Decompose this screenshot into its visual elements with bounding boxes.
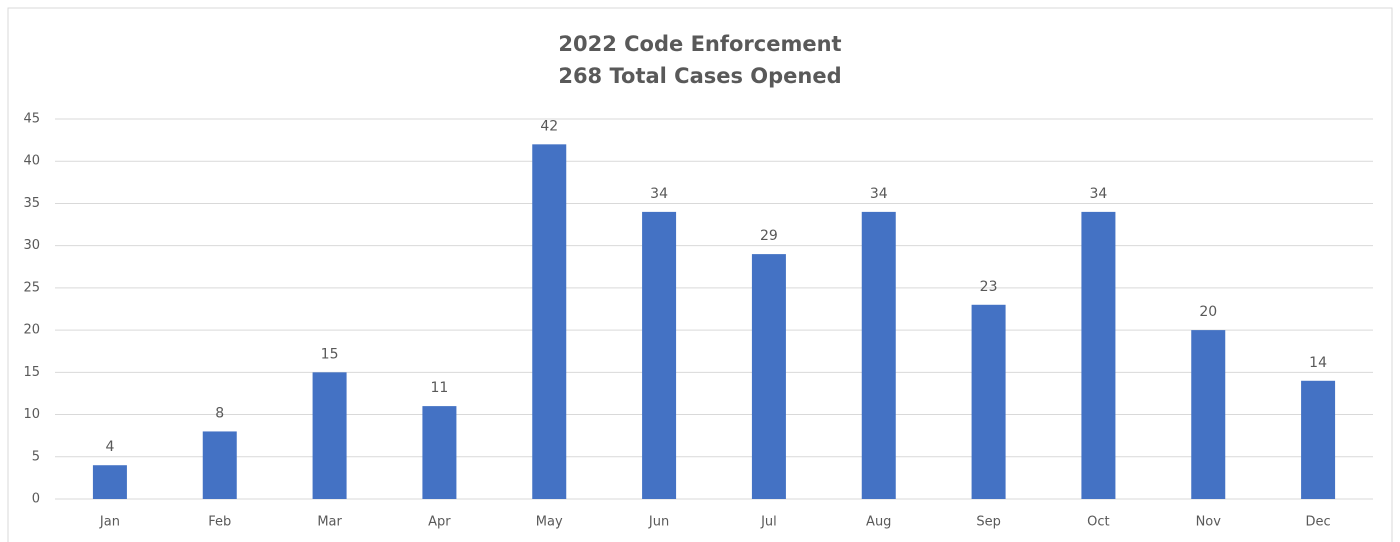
y-tick-label: 10 <box>23 407 40 422</box>
bar <box>202 431 237 499</box>
y-tick-label: 15 <box>23 365 40 380</box>
bar <box>751 254 786 499</box>
bar <box>1191 330 1226 499</box>
bar <box>1081 211 1116 499</box>
data-label: 14 <box>1309 355 1327 371</box>
y-tick-label: 45 <box>23 112 40 127</box>
data-label: 8 <box>215 405 224 421</box>
y-tick-label: 5 <box>32 449 40 464</box>
x-tick-label: Jan <box>99 515 120 530</box>
bar <box>92 465 127 499</box>
y-tick-label: 20 <box>23 323 40 338</box>
x-tick-label: Aug <box>866 515 891 530</box>
data-label: 20 <box>1199 304 1217 320</box>
chart-frame <box>7 7 1393 542</box>
bar <box>312 372 347 499</box>
y-tick-label: 30 <box>23 238 40 253</box>
chart-subtitle: 268 Total Cases Opened <box>558 64 841 88</box>
x-tick-label: Apr <box>428 515 451 530</box>
data-label: 23 <box>980 279 998 295</box>
bar <box>532 144 567 500</box>
bar <box>422 406 457 499</box>
data-label: 34 <box>650 186 668 202</box>
data-label: 15 <box>321 346 339 362</box>
data-label: 11 <box>431 380 449 396</box>
x-tick-label: Jul <box>760 515 777 530</box>
bar <box>861 211 896 499</box>
data-label: 42 <box>540 118 558 134</box>
y-tick-label: 40 <box>23 154 40 169</box>
bar <box>642 211 677 499</box>
x-tick-label: Mar <box>317 515 342 530</box>
chart-title: 2022 Code Enforcement <box>558 32 841 56</box>
y-tick-label: 35 <box>23 196 40 211</box>
data-label: 34 <box>1090 186 1108 202</box>
y-tick-label: 25 <box>23 280 40 295</box>
x-tick-label: Sep <box>976 515 1001 530</box>
x-tick-label: Oct <box>1087 515 1109 530</box>
data-label: 29 <box>760 228 778 244</box>
data-label: 4 <box>105 439 114 455</box>
y-tick-label: 0 <box>32 492 40 507</box>
x-tick-label: Jun <box>648 515 669 530</box>
data-label: 34 <box>870 186 888 202</box>
x-tick-label: Dec <box>1306 515 1331 530</box>
bar <box>971 304 1006 499</box>
x-tick-label: May <box>536 515 563 530</box>
bar <box>1301 380 1336 499</box>
x-tick-label: Nov <box>1196 515 1222 530</box>
x-tick-label: Feb <box>208 515 231 530</box>
